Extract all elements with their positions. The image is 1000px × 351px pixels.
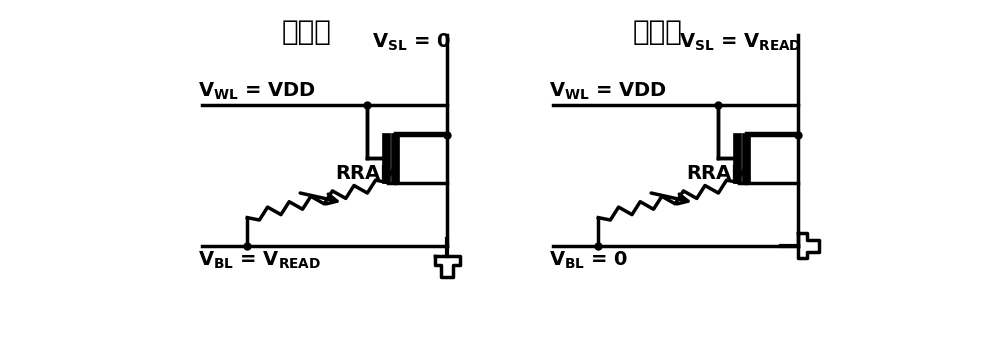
Text: $\mathbf{V_{WL}}$ = VDD: $\mathbf{V_{WL}}$ = VDD bbox=[549, 80, 667, 102]
Text: $\mathbf{V_{SL}}$ = $\mathbf{V_{READ}}$: $\mathbf{V_{SL}}$ = $\mathbf{V_{READ}}$ bbox=[679, 32, 802, 53]
Text: RRAM: RRAM bbox=[335, 164, 400, 183]
Text: $\mathbf{V_{BL}}$ = 0: $\mathbf{V_{BL}}$ = 0 bbox=[549, 249, 628, 271]
Text: $\mathbf{V_{SL}}$ = 0: $\mathbf{V_{SL}}$ = 0 bbox=[372, 32, 451, 53]
Text: RRAM: RRAM bbox=[686, 164, 751, 183]
Text: 正向读: 正向读 bbox=[282, 18, 332, 46]
Text: $\mathbf{V_{WL}}$ = VDD: $\mathbf{V_{WL}}$ = VDD bbox=[198, 80, 316, 102]
Text: $\mathbf{V_{BL}}$ = $\mathbf{V_{READ}}$: $\mathbf{V_{BL}}$ = $\mathbf{V_{READ}}$ bbox=[198, 249, 321, 271]
Text: 反向读: 反向读 bbox=[633, 18, 683, 46]
